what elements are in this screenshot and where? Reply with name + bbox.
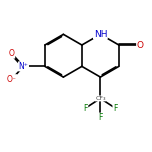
Text: N⁺: N⁺ — [19, 62, 28, 71]
Text: CF₃: CF₃ — [95, 96, 106, 101]
Text: F: F — [83, 104, 88, 112]
Text: NH: NH — [94, 30, 107, 39]
Text: F: F — [98, 113, 103, 122]
Text: F: F — [113, 104, 117, 112]
Text: O: O — [9, 49, 15, 58]
Text: O⁻: O⁻ — [7, 75, 17, 84]
Text: O: O — [137, 41, 144, 50]
